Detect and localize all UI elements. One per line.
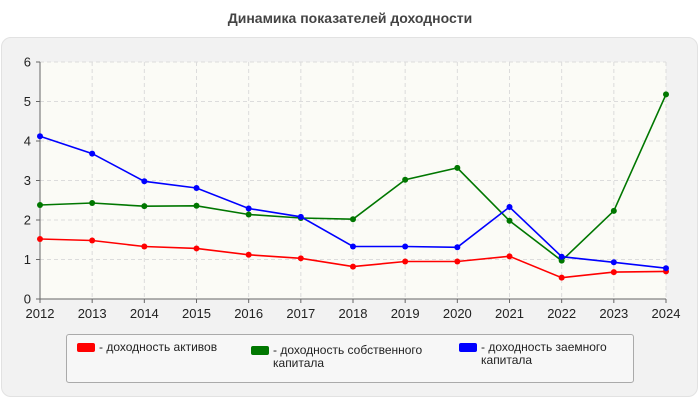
y-tick-label: 5 [24,94,31,109]
data-point-equity [663,91,669,98]
y-tick-label: 3 [24,173,31,188]
data-point-equity [454,164,461,171]
data-point-equity [402,176,409,183]
data-point-equity [610,207,617,214]
data-point-assets [506,253,513,260]
data-point-debt [37,133,43,140]
data-point-equity [37,201,43,208]
legend-label-assets: - доходность активов [99,340,218,354]
x-tick-label: 2014 [130,306,159,321]
data-point-assets [141,243,148,250]
data-point-assets [454,258,461,265]
data-point-debt [350,243,356,250]
x-tick-label: 2019 [391,306,420,321]
data-point-equity [193,202,200,209]
x-tick-label: 2017 [286,306,315,321]
x-tick-label: 2023 [599,306,628,321]
y-tick-label: 0 [24,292,31,307]
x-tick-label: 2018 [339,306,368,321]
data-point-assets [610,269,617,276]
y-tick-label: 4 [24,134,31,149]
data-point-assets [89,237,96,244]
y-tick-label: 6 [24,55,31,70]
y-tick-label: 2 [24,213,31,228]
data-point-debt [245,205,252,212]
data-point-debt [558,253,565,260]
data-point-debt [141,178,148,185]
data-point-equity [89,200,96,207]
data-point-equity [350,216,356,223]
data-point-debt [297,213,304,220]
data-point-debt [454,244,461,251]
data-point-debt [193,185,200,192]
data-point-debt [663,265,669,272]
x-tick-label: 2021 [495,306,524,321]
data-point-debt [89,150,96,157]
data-point-assets [37,235,43,242]
data-point-assets [297,255,304,262]
x-tick-label: 2024 [652,306,681,321]
data-point-equity [506,217,513,224]
data-point-assets [558,274,565,281]
legend-swatch-equity [251,346,269,355]
x-tick-label: 2013 [78,306,107,321]
x-tick-label: 2012 [26,306,55,321]
data-point-equity [245,211,252,218]
data-point-equity [141,203,148,210]
y-tick-label: 1 [24,252,31,267]
legend-label-debt: - доходность заемного капитала [481,340,607,367]
chart-title: Динамика показателей доходности [227,10,473,26]
data-point-assets [193,245,200,252]
legend-swatch-debt [459,343,477,352]
data-point-assets [350,263,356,270]
x-tick-label: 2020 [443,306,472,321]
x-tick-label: 2016 [234,306,263,321]
data-point-assets [402,258,409,265]
legend-swatch-assets [77,343,95,352]
data-point-debt [506,203,513,210]
legend-label-equity: - доходность собственного капитала [273,343,423,370]
x-tick-label: 2022 [547,306,576,321]
chart-legend: - доходность активов - доходность собств… [66,334,634,383]
data-point-debt [610,259,617,266]
x-tick-label: 2015 [182,306,211,321]
data-point-assets [245,251,252,258]
data-point-debt [402,243,409,250]
